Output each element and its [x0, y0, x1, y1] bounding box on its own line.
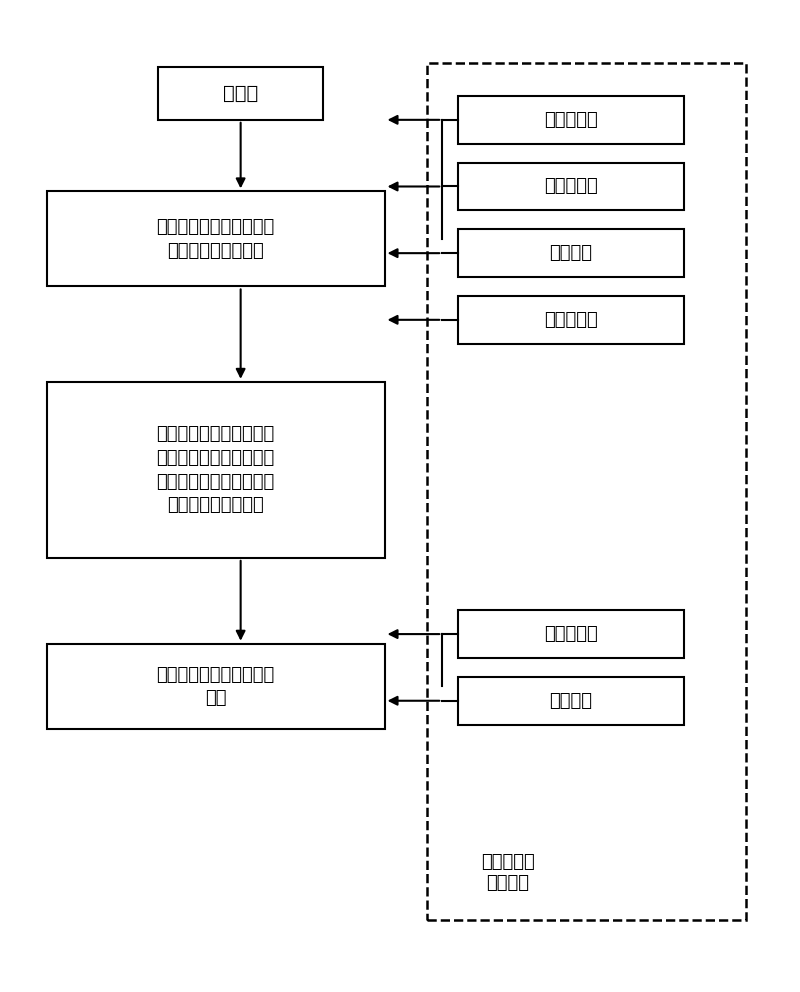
Text: 初始化: 初始化	[223, 84, 258, 103]
Bar	[427, 62, 746, 920]
Bar	[458, 296, 684, 343]
Text: 事先存储的: 事先存储的	[544, 625, 598, 643]
Bar	[458, 96, 684, 144]
Text: 根据吊车参数把自然垂直
空间坐标（笛卡尔坐标）
运动轨迹换算成吊车运动
机构坐标（含旋转）: 根据吊车参数把自然垂直 空间坐标（笛卡尔坐标） 运动轨迹换算成吊车运动 机构坐标…	[157, 426, 275, 514]
Bar	[46, 644, 385, 729]
Bar	[46, 382, 385, 558]
Text: 自学习的: 自学习的	[550, 244, 592, 262]
Text: 自学习的: 自学习的	[550, 691, 592, 709]
Bar	[458, 677, 684, 724]
Bar	[458, 229, 684, 277]
Text: 运动轨迹设
计和优化: 运动轨迹设 计和优化	[481, 853, 534, 892]
Text: 事先存储的: 事先存储的	[544, 178, 598, 195]
Text: 跟踪目标的: 跟踪目标的	[544, 310, 598, 328]
Bar	[458, 610, 684, 658]
Text: 司机给定的: 司机给定的	[544, 111, 598, 129]
Text: 读自然垂直空间坐标（笛
卡尔坐标）运动轨迹: 读自然垂直空间坐标（笛 卡尔坐标）运动轨迹	[157, 218, 275, 260]
Bar	[46, 191, 385, 287]
Text: 对每个运动机构进行实时
控制: 对每个运动机构进行实时 控制	[157, 666, 275, 707]
Bar	[458, 163, 684, 210]
Bar	[158, 67, 323, 120]
